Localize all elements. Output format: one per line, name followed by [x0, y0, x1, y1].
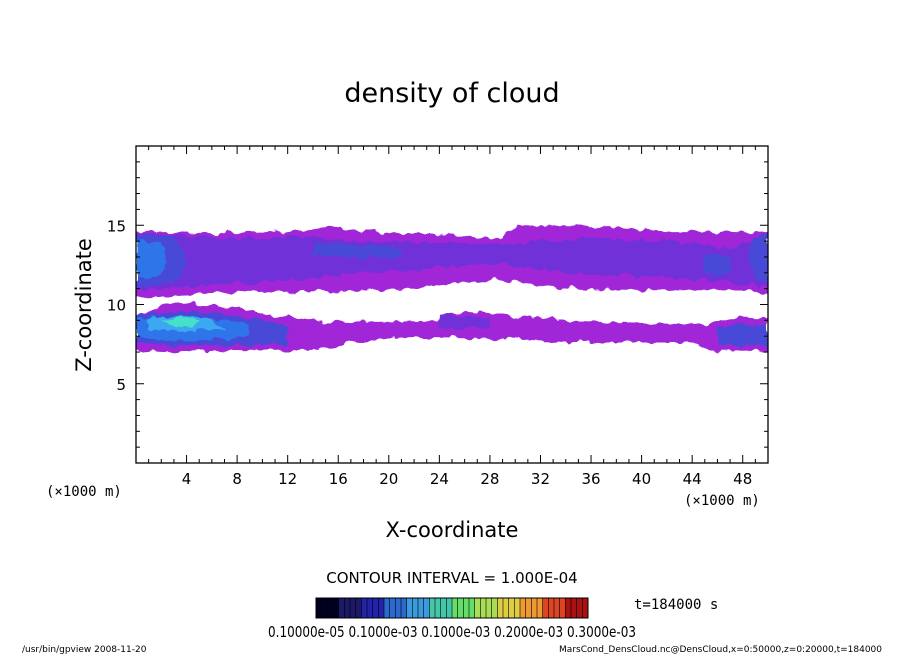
y-axis-label: Z-coordinate — [72, 238, 96, 372]
colorbar-cell — [355, 598, 362, 618]
x-unit-left: (×1000 m) — [46, 484, 122, 500]
colorbar-cell — [576, 598, 583, 618]
upper-right-patch — [704, 253, 731, 275]
colorbar-cell — [316, 598, 323, 618]
footer-right: MarsCond_DensCloud.nc@DensCloud,x=0:5000… — [559, 645, 882, 654]
colorbar-cell — [372, 598, 379, 618]
cloud-density-field — [136, 225, 768, 353]
x-tick-label: 16 — [329, 470, 348, 488]
x-tick-label: 4 — [182, 470, 192, 488]
lower-left-peak — [161, 317, 200, 327]
colorbar-cell — [571, 598, 578, 618]
y-tick-label: 10 — [107, 297, 126, 315]
x-tick-label: 12 — [278, 470, 297, 488]
colorbar-cell — [548, 598, 555, 618]
colorbar-cell — [452, 598, 459, 618]
colorbar-cell — [327, 598, 334, 618]
colorbar-cell — [429, 598, 436, 618]
colorbar-cell — [344, 598, 351, 618]
colorbar-cell — [389, 598, 396, 618]
colorbar-cell — [537, 598, 544, 618]
x-tick-label: 40 — [632, 470, 651, 488]
x-tick-label: 36 — [581, 470, 600, 488]
colorbar-cell — [486, 598, 493, 618]
colorbar-cell — [378, 598, 385, 618]
colorbar-cell — [463, 598, 470, 618]
colorbar-cell — [565, 598, 572, 618]
colorbar-cell — [384, 598, 391, 618]
colorbar-cell — [395, 598, 402, 618]
colorbar-cell — [503, 598, 510, 618]
colorbar-cell — [508, 598, 515, 618]
x-tick-label: 32 — [531, 470, 550, 488]
colorbar-cell — [559, 598, 566, 618]
x-axis-label: X-coordinate — [386, 518, 519, 542]
x-tick-label: 44 — [683, 470, 702, 488]
colorbar-cell — [491, 598, 498, 618]
colorbar-labels: 0.10000e-05 0.1000e-03 0.1000e-03 0.2000… — [268, 623, 636, 641]
colorbar-cell — [435, 598, 442, 618]
x-unit-right: (×1000 m) — [684, 493, 760, 509]
colorbar-cell — [531, 598, 538, 618]
chart-title: density of cloud — [344, 78, 559, 109]
y-tick-label: 15 — [107, 217, 126, 235]
colorbar-cell — [554, 598, 561, 618]
colorbar-cell — [497, 598, 504, 618]
colorbar-cell — [440, 598, 447, 618]
colorbar-cell — [582, 598, 589, 618]
colorbar-cell — [423, 598, 430, 618]
upper-left-denser — [136, 239, 168, 280]
colorbar-cell — [514, 598, 521, 618]
upper-cloud-core — [136, 233, 768, 291]
colorbar-cell — [321, 598, 328, 618]
x-tick-label: 48 — [733, 470, 752, 488]
colorbar-cell — [406, 598, 413, 618]
colorbar-cell — [350, 598, 357, 618]
lower-mid-patch — [439, 315, 490, 330]
footer-left: /usr/bin/gpview 2008-11-20 — [22, 645, 147, 654]
contour-interval: CONTOUR INTERVAL = 1.000E-04 — [326, 569, 577, 587]
x-tick-label: 20 — [379, 470, 398, 488]
x-tick-label: 28 — [480, 470, 499, 488]
colorbar — [315, 598, 589, 618]
colorbar-cell — [542, 598, 549, 618]
upper-mid-patch — [312, 242, 402, 259]
x-tick-label: 8 — [232, 470, 242, 488]
colorbar-cell — [401, 598, 408, 618]
colorbar-cell — [520, 598, 527, 618]
upper-right-dense — [749, 234, 768, 286]
colorbar-cell — [367, 598, 374, 618]
plot-frame — [135, 145, 769, 464]
lower-right-dense — [717, 323, 768, 346]
colorbar-cell — [418, 598, 425, 618]
time-label: t=184000 s — [634, 597, 718, 613]
colorbar-cell — [412, 598, 419, 618]
colorbar-cell — [457, 598, 464, 618]
colorbar-cell — [361, 598, 368, 618]
colorbar-cell — [469, 598, 476, 618]
colorbar-cell — [338, 598, 345, 618]
colorbar-cell — [474, 598, 481, 618]
colorbar-cell — [525, 598, 532, 618]
colorbar-cell — [480, 598, 487, 618]
x-tick-label: 24 — [430, 470, 449, 488]
colorbar-frame — [315, 597, 589, 619]
colorbar-cell — [446, 598, 453, 618]
colorbar-cell — [333, 598, 340, 618]
y-tick-label: 5 — [116, 376, 126, 394]
